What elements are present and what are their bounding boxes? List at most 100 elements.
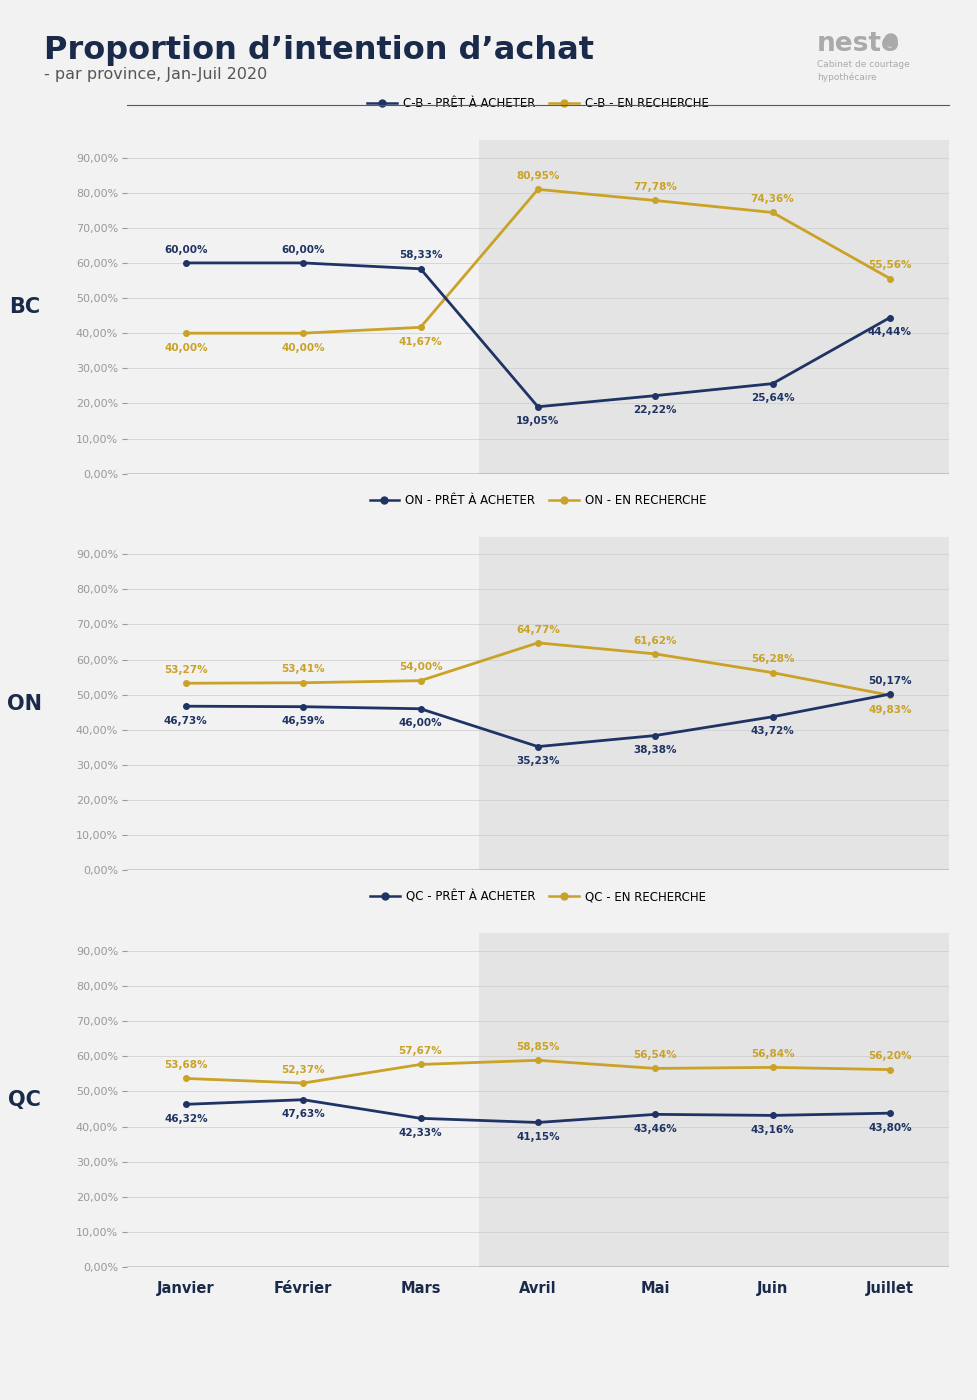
C-B - EN RECHERCHE [649,192,660,209]
ON - EN RECHERCHE [297,675,309,692]
Bar [479,140,948,473]
QC - EN RECHERCHE [649,1060,660,1077]
Text: 46,59%: 46,59% [281,717,324,727]
QC - EN RECHERCHE [414,1056,426,1072]
Text: 53,68%: 53,68% [164,1060,207,1070]
ON - EN RECHERCHE [649,645,660,662]
Line: QC - EN RECHERCHE: QC - EN RECHERCHE [183,1057,892,1086]
QC - EN RECHERCHE [883,1061,895,1078]
Text: 50,17%: 50,17% [868,676,911,686]
Text: 77,78%: 77,78% [633,182,676,192]
Text: Mars: Mars [400,1281,441,1296]
Text: 56,20%: 56,20% [868,1051,911,1061]
Text: 58,85%: 58,85% [516,1042,559,1051]
QC - EN RECHERCHE [180,1070,191,1086]
Text: 52,37%: 52,37% [281,1065,324,1075]
Text: 74,36%: 74,36% [750,195,793,204]
C-B - PRÊT À ACHETER [414,260,426,277]
C-B - PRÊT À ACHETER [883,309,895,326]
Text: Janvier: Janvier [157,1281,214,1296]
Text: 53,41%: 53,41% [281,665,324,675]
Text: Juillet: Juillet [865,1281,913,1296]
Text: 58,33%: 58,33% [399,251,442,260]
Text: 56,54%: 56,54% [633,1050,676,1060]
C-B - EN RECHERCHE [297,325,309,342]
Legend: QC - PRÊT À ACHETER, QC - EN RECHERCHE: QC - PRÊT À ACHETER, QC - EN RECHERCHE [365,886,709,909]
Text: 53,27%: 53,27% [164,665,207,675]
QC - PRÊT À ACHETER [180,1096,191,1113]
QC - EN RECHERCHE [766,1058,778,1075]
Text: QC: QC [8,1091,41,1110]
ON - EN RECHERCHE [883,687,895,704]
QC - PRÊT À ACHETER [649,1106,660,1123]
Text: 42,33%: 42,33% [399,1128,442,1138]
Text: 80,95%: 80,95% [516,171,559,181]
C-B - EN RECHERCHE [531,181,543,197]
Line: C-B - PRÊT À ACHETER: C-B - PRÊT À ACHETER [183,260,892,410]
Text: Cabinet de courtage
hypothécaire: Cabinet de courtage hypothécaire [816,60,909,81]
QC - EN RECHERCHE [531,1051,543,1068]
Legend: C-B - PRÊT À ACHETER, C-B - EN RECHERCHE: C-B - PRÊT À ACHETER, C-B - EN RECHERCHE [362,92,712,115]
Text: 43,72%: 43,72% [750,727,793,736]
ON - EN RECHERCHE [180,675,191,692]
C-B - PRÊT À ACHETER [649,388,660,405]
Text: Proportion d’intention d’achat: Proportion d’intention d’achat [44,35,593,66]
Text: 56,84%: 56,84% [750,1049,793,1058]
Text: 22,22%: 22,22% [633,406,676,416]
Text: 25,64%: 25,64% [750,393,793,403]
Text: BC: BC [9,297,40,316]
Text: 40,00%: 40,00% [164,343,207,353]
Text: 55,56%: 55,56% [868,260,911,270]
C-B - EN RECHERCHE [883,270,895,287]
Text: 43,80%: 43,80% [868,1123,911,1133]
ON - PRÊT À ACHETER [531,738,543,755]
Line: QC - PRÊT À ACHETER: QC - PRÊT À ACHETER [183,1098,892,1126]
Text: 41,15%: 41,15% [516,1133,559,1142]
Bar [479,934,948,1267]
ON - PRÊT À ACHETER [883,686,895,703]
Text: 47,63%: 47,63% [281,1109,324,1120]
C-B - EN RECHERCHE [766,204,778,221]
QC - PRÊT À ACHETER [766,1107,778,1124]
C-B - PRÊT À ACHETER [531,399,543,416]
QC - EN RECHERCHE [297,1075,309,1092]
Text: 46,73%: 46,73% [164,715,207,727]
Text: Avril: Avril [519,1281,556,1296]
Text: 43,16%: 43,16% [750,1126,793,1135]
ON - EN RECHERCHE [414,672,426,689]
QC - PRÊT À ACHETER [297,1092,309,1109]
Line: ON - EN RECHERCHE: ON - EN RECHERCHE [183,640,892,699]
Text: 38,38%: 38,38% [633,745,676,755]
C-B - EN RECHERCHE [180,325,191,342]
Text: 49,83%: 49,83% [868,706,911,715]
C-B - PRÊT À ACHETER [297,255,309,272]
Text: 46,00%: 46,00% [399,718,442,728]
Text: 44,44%: 44,44% [868,328,911,337]
Text: 40,00%: 40,00% [281,343,324,353]
Text: Juin: Juin [756,1281,787,1296]
ON - PRÊT À ACHETER [414,700,426,717]
Text: 46,32%: 46,32% [164,1114,207,1124]
Text: 57,67%: 57,67% [399,1046,442,1056]
C-B - PRÊT À ACHETER [766,375,778,392]
ON - PRÊT À ACHETER [297,699,309,715]
Text: 43,46%: 43,46% [633,1124,676,1134]
Legend: ON - PRÊT À ACHETER, ON - EN RECHERCHE: ON - PRÊT À ACHETER, ON - EN RECHERCHE [364,489,710,511]
ON - EN RECHERCHE [766,664,778,680]
Text: ●: ● [882,31,898,49]
C-B - EN RECHERCHE [414,319,426,336]
Text: 60,00%: 60,00% [281,245,324,255]
Text: 61,62%: 61,62% [633,636,676,645]
Text: nesto: nesto [816,31,899,57]
Line: C-B - EN RECHERCHE: C-B - EN RECHERCHE [183,186,892,336]
ON - PRÊT À ACHETER [649,727,660,743]
ON - EN RECHERCHE [531,634,543,651]
ON - PRÊT À ACHETER [766,708,778,725]
Text: 54,00%: 54,00% [399,662,442,672]
Line: ON - PRÊT À ACHETER: ON - PRÊT À ACHETER [183,692,892,749]
Text: 60,00%: 60,00% [164,245,207,255]
Text: Mai: Mai [640,1281,669,1296]
Bar [479,536,948,871]
Text: 19,05%: 19,05% [516,416,559,427]
QC - PRÊT À ACHETER [414,1110,426,1127]
